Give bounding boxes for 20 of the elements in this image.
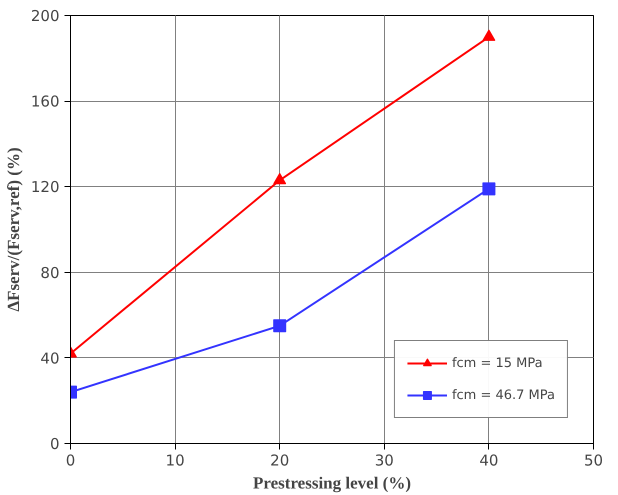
y-tick-label: 40 xyxy=(40,349,60,368)
legend-label: fcm = 46.7 MPa xyxy=(452,388,555,402)
point xyxy=(482,182,496,196)
y-tick-label: 120 xyxy=(30,178,60,196)
y-tick-label: 80 xyxy=(40,264,60,282)
y-tick-label: 0 xyxy=(50,435,60,453)
x-tick-label: 0 xyxy=(66,452,76,470)
point xyxy=(273,172,286,184)
y-tick-label: 200 xyxy=(30,7,60,25)
legend-label: fcm = 15 MPa xyxy=(452,356,543,370)
x-tick-label: 50 xyxy=(584,452,604,470)
x-tick-label: 30 xyxy=(374,452,394,470)
y-tick-label: 160 xyxy=(30,92,60,111)
point xyxy=(273,319,286,332)
y-axis-title: ΔFserv/(Fserv,ref) (%) xyxy=(4,147,23,312)
x-axis-title: Prestressing level (%) xyxy=(253,474,411,492)
point xyxy=(482,29,496,41)
x-tick-label: 10 xyxy=(166,452,185,470)
x-tick-label: 20 xyxy=(270,452,290,470)
x-tick-label: 40 xyxy=(479,452,498,470)
